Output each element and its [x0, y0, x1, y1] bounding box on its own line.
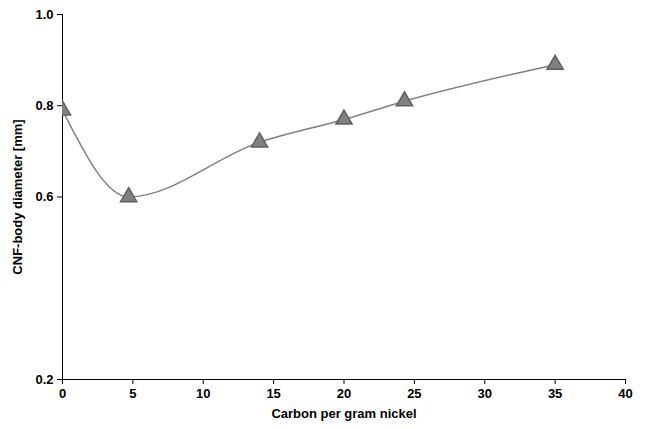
svg-text:Carbon per gram nickel: Carbon per gram nickel: [271, 406, 416, 421]
svg-text:0.8: 0.8: [35, 98, 53, 113]
svg-text:CNF-body diameter [mm]: CNF-body diameter [mm]: [10, 119, 25, 274]
svg-text:1.0: 1.0: [35, 7, 53, 22]
svg-text:35: 35: [548, 386, 562, 401]
svg-text:0.6: 0.6: [35, 189, 53, 204]
svg-text:0.2: 0.2: [35, 372, 53, 387]
svg-text:25: 25: [407, 386, 421, 401]
svg-text:15: 15: [266, 386, 280, 401]
svg-text:30: 30: [478, 386, 492, 401]
svg-text:20: 20: [337, 386, 351, 401]
svg-text:40: 40: [618, 386, 632, 401]
svg-text:10: 10: [196, 386, 210, 401]
svg-text:5: 5: [129, 386, 136, 401]
svg-text:0: 0: [59, 386, 66, 401]
